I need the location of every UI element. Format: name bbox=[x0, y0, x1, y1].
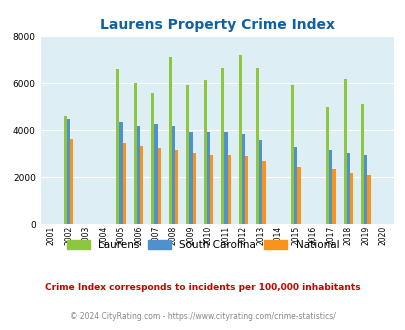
Bar bbox=[70, 139, 73, 224]
Bar bbox=[209, 155, 213, 224]
Bar bbox=[192, 153, 195, 224]
Bar bbox=[186, 84, 189, 224]
Bar bbox=[256, 68, 259, 224]
Bar bbox=[290, 84, 294, 224]
Bar bbox=[360, 105, 363, 224]
Bar bbox=[136, 126, 140, 224]
Bar bbox=[168, 57, 171, 224]
Bar bbox=[367, 175, 370, 224]
Bar bbox=[224, 132, 227, 224]
Bar bbox=[64, 116, 67, 224]
Bar bbox=[134, 83, 136, 224]
Bar bbox=[116, 69, 119, 224]
Bar bbox=[244, 156, 247, 224]
Bar bbox=[259, 140, 262, 224]
Bar bbox=[363, 155, 367, 224]
Bar bbox=[297, 167, 300, 224]
Text: Crime Index corresponds to incidents per 100,000 inhabitants: Crime Index corresponds to incidents per… bbox=[45, 282, 360, 292]
Bar bbox=[154, 124, 157, 224]
Bar bbox=[294, 147, 297, 224]
Bar bbox=[221, 68, 224, 224]
Bar bbox=[325, 107, 328, 224]
Bar bbox=[175, 150, 178, 224]
Bar bbox=[262, 161, 265, 224]
Bar bbox=[151, 93, 154, 224]
Bar bbox=[157, 148, 160, 224]
Bar bbox=[189, 132, 192, 224]
Bar bbox=[122, 143, 126, 224]
Bar bbox=[346, 153, 349, 224]
Bar bbox=[343, 79, 346, 224]
Bar bbox=[332, 169, 335, 224]
Bar bbox=[203, 80, 207, 224]
Bar bbox=[140, 146, 143, 224]
Bar bbox=[349, 173, 352, 224]
Bar bbox=[227, 155, 230, 224]
Bar bbox=[119, 122, 122, 224]
Title: Laurens Property Crime Index: Laurens Property Crime Index bbox=[100, 18, 334, 32]
Bar bbox=[171, 126, 175, 224]
Legend: Laurens, South Carolina, National: Laurens, South Carolina, National bbox=[67, 240, 338, 250]
Bar bbox=[238, 55, 241, 224]
Bar bbox=[67, 118, 70, 224]
Bar bbox=[328, 150, 332, 224]
Bar bbox=[241, 134, 244, 224]
Text: © 2024 CityRating.com - https://www.cityrating.com/crime-statistics/: © 2024 CityRating.com - https://www.city… bbox=[70, 312, 335, 321]
Bar bbox=[207, 132, 209, 224]
